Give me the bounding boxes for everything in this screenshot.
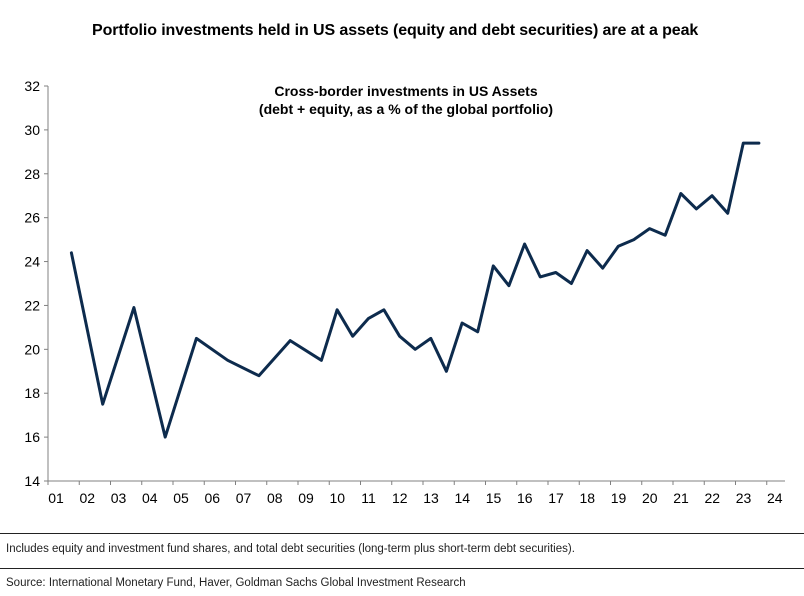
chart-subtitle: (debt + equity, as a % of the global por… xyxy=(259,101,553,117)
x-tick-label: 20 xyxy=(642,490,658,506)
divider xyxy=(0,533,804,534)
x-tick-label: 10 xyxy=(329,490,345,506)
y-tick-label: 30 xyxy=(24,122,40,138)
x-tick-label: 01 xyxy=(48,490,64,506)
x-tick-label: 05 xyxy=(173,490,189,506)
series-line xyxy=(69,141,761,439)
x-tick-label: 22 xyxy=(704,490,720,506)
y-tick-label: 14 xyxy=(24,473,40,489)
y-tick-label: 22 xyxy=(24,297,40,313)
x-tick-label: 03 xyxy=(111,490,127,506)
chart-source: Source: International Monetary Fund, Hav… xyxy=(6,577,466,589)
chart-headline: Portfolio investments held in US assets … xyxy=(92,22,699,39)
chart-title: Cross-border investments in US Assets xyxy=(274,83,537,99)
y-tick-label: 32 xyxy=(24,78,40,94)
x-axis: 01 02 03 04 05 06 07 08 09 10 11 12 13 14 15 16 17 18 19 20… xyxy=(47,480,785,506)
chart-footnote: Includes equity and investment fund shar… xyxy=(6,543,575,555)
x-tick-label: 02 xyxy=(79,490,95,506)
x-tick-label: 09 xyxy=(298,490,314,506)
x-tick-label: 15 xyxy=(486,490,502,506)
x-tick-label: 24 xyxy=(767,490,783,506)
x-tick-label: 11 xyxy=(361,490,376,506)
x-tick-label: 07 xyxy=(236,490,252,506)
x-tick-label: 06 xyxy=(204,490,220,506)
x-tick-label: 16 xyxy=(517,490,533,506)
line-chart: Cross-border investments in US Assets (d… xyxy=(24,78,785,506)
x-tick-label: 13 xyxy=(423,490,439,506)
y-axis: 14 16 18 20 22 24 26 28 30 32 xyxy=(24,78,49,489)
y-tick-label: 24 xyxy=(24,254,40,270)
y-tick-label: 18 xyxy=(24,385,40,401)
x-tick-label: 18 xyxy=(579,490,595,506)
x-tick-label: 19 xyxy=(611,490,627,506)
series-layer xyxy=(69,141,761,439)
divider xyxy=(0,568,804,569)
y-tick-label: 20 xyxy=(24,341,40,357)
x-tick-label: 23 xyxy=(736,490,752,506)
y-tick-label: 16 xyxy=(24,429,40,445)
x-tick-label: 04 xyxy=(142,490,158,506)
y-tick-label: 26 xyxy=(24,210,40,226)
y-tick-label: 28 xyxy=(24,166,40,182)
x-tick-label: 21 xyxy=(673,490,689,506)
x-tick-label: 14 xyxy=(454,490,470,506)
x-tick-label: 08 xyxy=(267,490,283,506)
x-tick-label: 12 xyxy=(392,490,408,506)
x-tick-label: 17 xyxy=(548,490,564,506)
